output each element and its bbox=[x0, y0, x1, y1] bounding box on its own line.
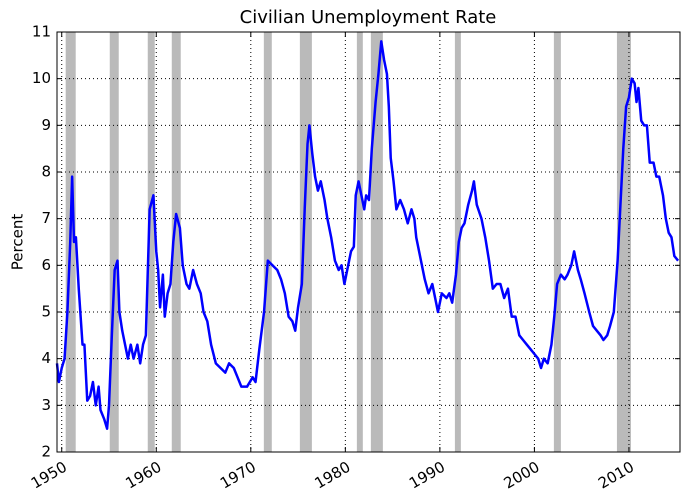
x-tick-label: 1980 bbox=[312, 458, 354, 493]
y-tick-label: 5 bbox=[41, 303, 51, 321]
y-tick-label: 10 bbox=[32, 69, 51, 87]
y-tick-label: 11 bbox=[32, 23, 51, 41]
x-tick-label: 1990 bbox=[406, 458, 448, 493]
data-line bbox=[55, 40, 680, 430]
recession-band bbox=[299, 32, 312, 452]
x-tick-label: 1960 bbox=[122, 458, 164, 493]
recession-band bbox=[356, 32, 363, 452]
recession-band bbox=[171, 32, 181, 452]
y-tick-label: 4 bbox=[41, 349, 51, 367]
recession-band bbox=[263, 32, 272, 452]
x-tick-label: 1950 bbox=[28, 458, 70, 493]
y-axis-label: Percent bbox=[9, 214, 27, 271]
chart-title: Civilian Unemployment Rate bbox=[240, 7, 497, 28]
x-tick-label: 2010 bbox=[595, 458, 637, 493]
plot-frame bbox=[56, 31, 681, 453]
y-tick-label: 8 bbox=[41, 163, 51, 181]
y-tick-label: 9 bbox=[41, 116, 51, 134]
y-tick-label: 7 bbox=[41, 209, 51, 227]
x-tick-label: 1970 bbox=[217, 458, 259, 493]
x-tick-label: 2000 bbox=[501, 458, 543, 493]
y-tick-label: 2 bbox=[41, 443, 51, 461]
recession-band bbox=[616, 32, 631, 452]
recession-band bbox=[553, 32, 561, 452]
y-tick-label: 6 bbox=[41, 256, 51, 274]
recession-band bbox=[109, 32, 119, 452]
recession-band bbox=[147, 32, 155, 452]
y-tick-label: 3 bbox=[41, 396, 51, 414]
